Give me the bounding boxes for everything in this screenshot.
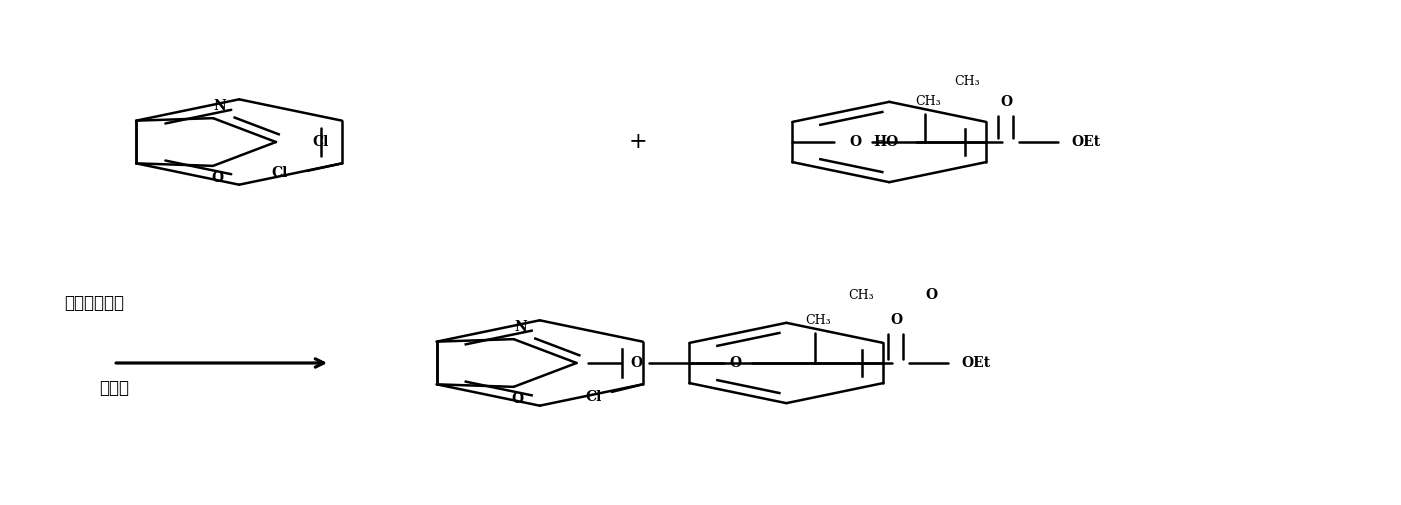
Text: O: O bbox=[891, 313, 902, 327]
Text: +: + bbox=[628, 131, 647, 153]
Text: 普通有机溶剂: 普通有机溶剂 bbox=[64, 294, 125, 312]
Text: O: O bbox=[511, 392, 524, 407]
Text: O: O bbox=[849, 135, 862, 149]
Text: O: O bbox=[1000, 95, 1013, 109]
Text: Cl: Cl bbox=[312, 135, 329, 149]
Text: CH₃: CH₃ bbox=[806, 314, 831, 327]
Text: OEt: OEt bbox=[1072, 135, 1101, 149]
Text: HO: HO bbox=[873, 135, 898, 149]
Text: N: N bbox=[514, 320, 527, 334]
Text: O: O bbox=[925, 288, 937, 302]
Text: OEt: OEt bbox=[961, 356, 991, 370]
Text: O: O bbox=[212, 171, 223, 185]
Text: Cl: Cl bbox=[270, 167, 287, 180]
Text: O: O bbox=[730, 356, 741, 370]
Text: 催化剂: 催化剂 bbox=[99, 379, 129, 397]
Text: CH₃: CH₃ bbox=[915, 95, 941, 109]
Text: CH₃: CH₃ bbox=[954, 75, 979, 88]
Text: Cl: Cl bbox=[586, 390, 602, 404]
Text: O: O bbox=[630, 356, 643, 370]
Text: CH₃: CH₃ bbox=[849, 289, 874, 301]
Text: N: N bbox=[214, 98, 227, 113]
